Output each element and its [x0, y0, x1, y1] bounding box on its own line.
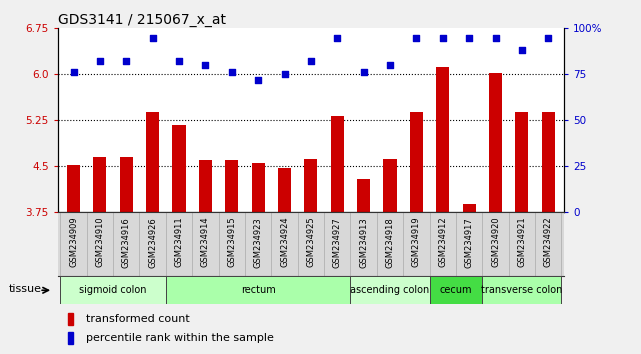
Text: ascending colon: ascending colon [351, 285, 429, 295]
Point [174, 59, 184, 64]
Point [543, 35, 553, 40]
Text: rectum: rectum [241, 285, 276, 295]
Text: tissue: tissue [9, 284, 42, 294]
Point [69, 70, 79, 75]
Text: GSM234921: GSM234921 [517, 217, 526, 268]
Text: GSM234923: GSM234923 [254, 217, 263, 268]
Bar [463, 204, 476, 212]
Point [95, 59, 105, 64]
Text: GSM234917: GSM234917 [465, 217, 474, 268]
Point [253, 77, 263, 83]
Text: sigmoid colon: sigmoid colon [79, 285, 147, 295]
Bar [410, 112, 423, 212]
Text: GSM234922: GSM234922 [544, 217, 553, 268]
Bar [482, 276, 562, 304]
Text: GSM234919: GSM234919 [412, 217, 421, 268]
Bar [515, 112, 528, 212]
Text: GSM234920: GSM234920 [491, 217, 500, 268]
Bar [199, 160, 212, 212]
Point [385, 62, 395, 68]
Point [517, 47, 527, 53]
Text: GSM234913: GSM234913 [359, 217, 368, 268]
Point [490, 35, 501, 40]
Text: GSM234927: GSM234927 [333, 217, 342, 268]
Point [438, 35, 448, 40]
Text: GSM234915: GSM234915 [228, 217, 237, 268]
Bar [542, 112, 555, 212]
Text: GSM234926: GSM234926 [148, 217, 157, 268]
Bar [166, 276, 351, 304]
Bar [68, 332, 73, 344]
Text: GDS3141 / 215067_x_at: GDS3141 / 215067_x_at [58, 13, 226, 27]
Bar [172, 125, 186, 212]
Bar [67, 165, 80, 212]
Bar [383, 159, 397, 212]
Bar [225, 160, 238, 212]
Point [306, 59, 316, 64]
Bar [357, 179, 370, 212]
Bar [429, 276, 482, 304]
Point [332, 35, 342, 40]
Bar [304, 159, 317, 212]
Bar [331, 116, 344, 212]
Text: cecum: cecum [440, 285, 472, 295]
Bar [489, 73, 502, 212]
Bar [68, 313, 73, 325]
Text: transverse colon: transverse colon [481, 285, 563, 295]
Text: GSM234912: GSM234912 [438, 217, 447, 268]
Bar [146, 112, 159, 212]
Text: GSM234918: GSM234918 [385, 217, 394, 268]
Point [464, 35, 474, 40]
Text: transformed count: transformed count [85, 314, 189, 324]
Text: GSM234916: GSM234916 [122, 217, 131, 268]
Bar [120, 157, 133, 212]
Bar [60, 276, 166, 304]
Point [358, 70, 369, 75]
Text: GSM234911: GSM234911 [174, 217, 183, 268]
Text: GSM234925: GSM234925 [306, 217, 315, 268]
Point [121, 59, 131, 64]
Point [200, 62, 210, 68]
Point [279, 72, 290, 77]
Bar [94, 157, 106, 212]
Bar [436, 67, 449, 212]
Text: GSM234909: GSM234909 [69, 217, 78, 268]
Bar [351, 276, 429, 304]
Text: percentile rank within the sample: percentile rank within the sample [85, 333, 274, 343]
Text: GSM234924: GSM234924 [280, 217, 289, 268]
Point [147, 35, 158, 40]
Text: GSM234914: GSM234914 [201, 217, 210, 268]
Text: GSM234910: GSM234910 [96, 217, 104, 268]
Bar [278, 168, 291, 212]
Bar [251, 163, 265, 212]
Point [227, 70, 237, 75]
Point [412, 35, 422, 40]
